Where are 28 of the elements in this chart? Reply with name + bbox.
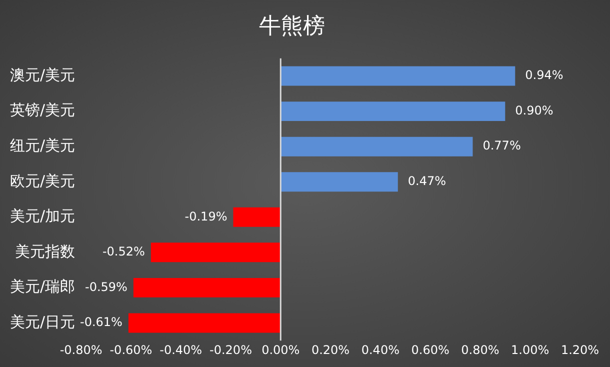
x-tick-label: 0.40% bbox=[361, 342, 400, 357]
x-tick-label: 1.20% bbox=[560, 342, 600, 357]
x-tick-label: -0.60% bbox=[110, 342, 152, 357]
y-tick-label: 澳元/美元 bbox=[10, 66, 76, 84]
x-tick-label: -0.40% bbox=[160, 342, 202, 357]
data-label: -0.19% bbox=[184, 209, 228, 224]
data-label: 0.77% bbox=[482, 138, 521, 153]
data-label: 0.47% bbox=[408, 174, 446, 188]
x-tick-label: 0.20% bbox=[311, 342, 350, 357]
x-tick-label: -0.20% bbox=[210, 342, 252, 357]
x-tick-label: 1.00% bbox=[511, 342, 550, 357]
data-label: -0.59% bbox=[84, 280, 128, 294]
data-label: -0.61% bbox=[80, 315, 122, 330]
y-tick-label: 美元/加元 bbox=[10, 207, 76, 226]
y-tick-label: 美元/瑞郎 bbox=[10, 278, 76, 296]
y-tick-label: 美元/日元 bbox=[10, 312, 76, 331]
y-tick-label: 美元指数 bbox=[15, 242, 76, 260]
x-tick-label: -0.80% bbox=[60, 342, 102, 357]
data-label: 0.90% bbox=[515, 103, 554, 118]
x-tick-label: 0.00% bbox=[262, 342, 300, 357]
x-tick-label: 0.60% bbox=[411, 342, 450, 357]
data-label: -0.52% bbox=[102, 244, 145, 259]
data-label: 0.94% bbox=[525, 68, 564, 82]
x-tick-label: 0.80% bbox=[461, 342, 500, 357]
y-tick-label: 纽元/美元 bbox=[10, 136, 76, 154]
y-tick-label: 欧元/美元 bbox=[10, 172, 76, 190]
y-tick-label: 英镑/美元 bbox=[10, 101, 76, 120]
chart-title: 牛熊榜 bbox=[259, 14, 325, 39]
